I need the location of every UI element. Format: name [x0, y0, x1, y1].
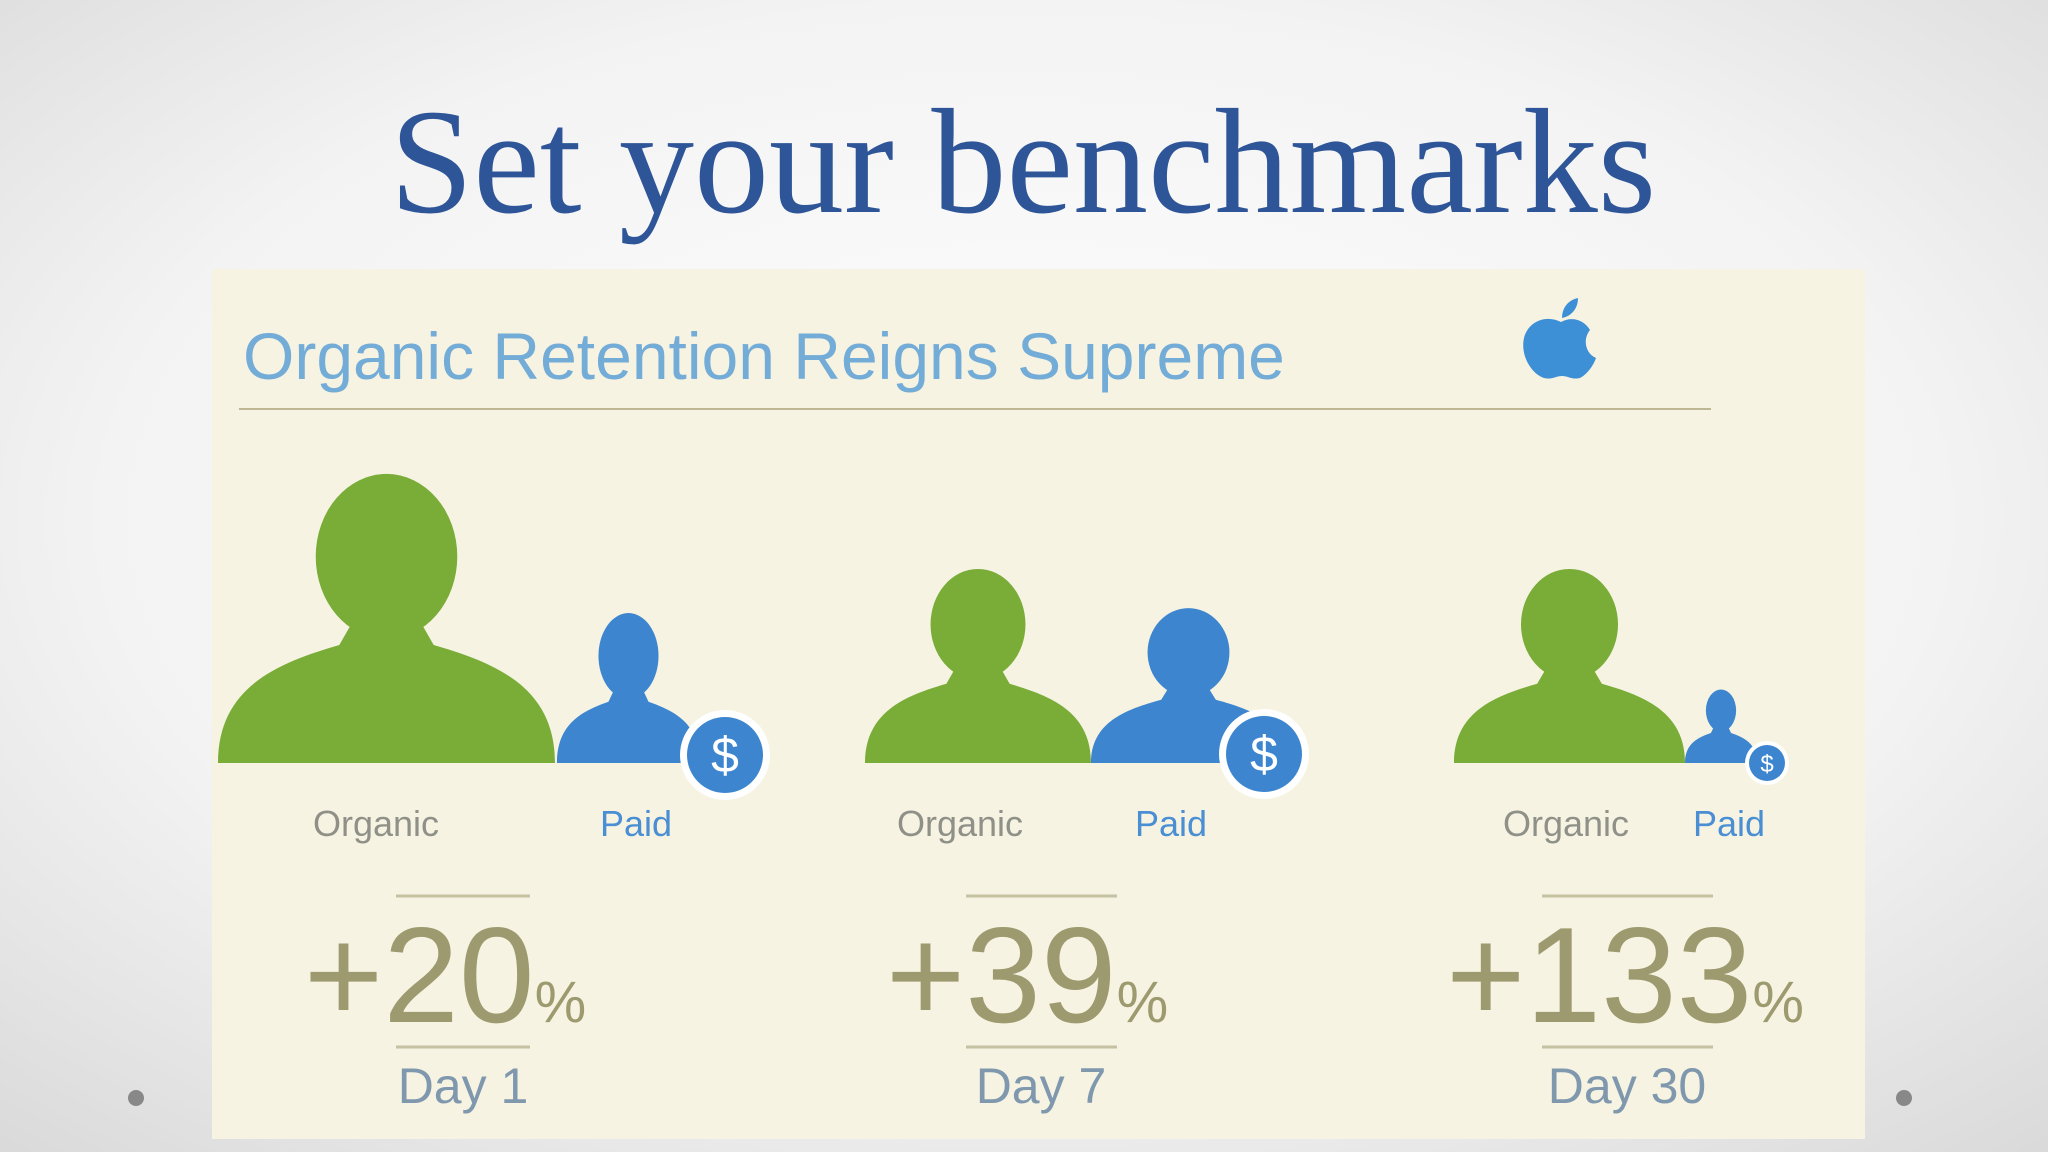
slide-title: Set your benchmarks	[390, 79, 1656, 245]
bullet	[128, 1090, 144, 1106]
bullet	[1896, 1090, 1912, 1106]
value-number: +133	[1446, 899, 1752, 1051]
svg-text:$: $	[1250, 726, 1278, 782]
retention-value: +39%	[886, 899, 1168, 1051]
value-number: +20	[304, 899, 535, 1051]
value-unit: %	[1752, 970, 1804, 1035]
day-label: Day 1	[398, 1058, 529, 1114]
infographic-title: Organic Retention Reigns Supreme	[243, 319, 1285, 393]
paid-label: Paid	[1693, 803, 1765, 844]
organic-label: Organic	[313, 803, 439, 844]
retention-value: +20%	[304, 899, 586, 1051]
day-label: Day 30	[1548, 1058, 1706, 1114]
value-unit: %	[535, 970, 587, 1035]
dollar-badge: $	[1745, 741, 1789, 785]
organic-label: Organic	[1503, 803, 1629, 844]
paid-label: Paid	[1135, 803, 1207, 844]
paid-label: Paid	[600, 803, 672, 844]
dollar-badge: $	[1219, 709, 1309, 799]
svg-text:$: $	[1760, 751, 1773, 778]
organic-label: Organic	[897, 803, 1023, 844]
dollar-badge: $	[680, 710, 770, 800]
retention-value: +133%	[1446, 899, 1804, 1051]
value-unit: %	[1117, 970, 1169, 1035]
svg-text:$: $	[711, 727, 739, 783]
value-number: +39	[886, 899, 1117, 1051]
apple-icon	[1523, 298, 1596, 379]
day-label: Day 7	[976, 1058, 1107, 1114]
